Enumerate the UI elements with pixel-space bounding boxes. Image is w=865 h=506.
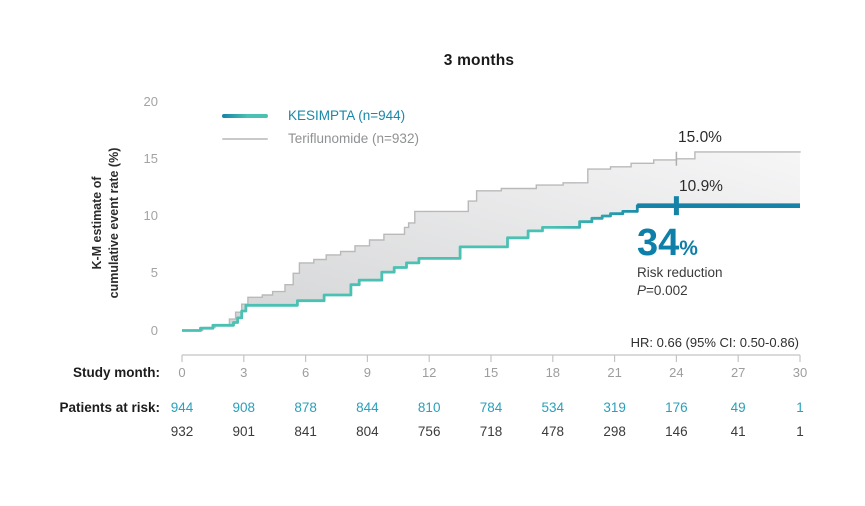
patients-at-risk-teriflunomide: 756 [417, 424, 441, 439]
chart-title: 3 months [443, 52, 515, 69]
patients-at-risk-teriflunomide: 478 [541, 424, 565, 439]
hazard-ratio-note: HR: 0.66 (95% CI: 0.50-0.86) [630, 335, 799, 350]
study-month-row-label: Study month: [73, 365, 160, 380]
legend-item-teriflunomide: Teriflunomide (n=932) [222, 127, 419, 150]
legend-label-kesimpta: KESIMPTA (n=944) [288, 108, 406, 123]
patients-at-risk-teriflunomide: 841 [294, 424, 317, 439]
x-tick-label: 9 [363, 365, 371, 380]
legend-item-kesimpta: KESIMPTA (n=944) [222, 104, 419, 127]
teriflunomide-line-swatch [222, 137, 268, 140]
patients-at-risk-teriflunomide: 146 [665, 424, 688, 439]
x-tick-label: 21 [607, 365, 622, 380]
patients-at-risk-kesimpta: 784 [479, 400, 503, 415]
risk-reduction-value: 34% [637, 224, 723, 262]
p-value-symbol: P [637, 283, 647, 298]
x-tick-label: 12 [421, 365, 437, 380]
patients-at-risk-teriflunomide: 41 [730, 424, 746, 439]
kesimpta-curve [182, 204, 800, 332]
x-tick-label: 3 [240, 365, 248, 380]
patients-at-risk-kesimpta: 319 [603, 400, 626, 415]
x-tick-label: 24 [669, 365, 684, 380]
patients-at-risk-teriflunomide: 932 [170, 424, 194, 439]
legend: KESIMPTA (n=944) Teriflunomide (n=932) [222, 104, 419, 150]
y-tick-label: 20 [143, 93, 158, 109]
y-tick-label: 10 [143, 208, 158, 223]
y-tick-label: 15 [143, 150, 158, 166]
patients-at-risk-kesimpta: 878 [294, 400, 317, 415]
legend-label-teriflunomide: Teriflunomide (n=932) [288, 131, 419, 146]
p-value-number: =0.002 [646, 283, 688, 298]
patients-at-risk-kesimpta: 844 [356, 400, 379, 415]
patients-at-risk-kesimpta: 1 [796, 400, 804, 415]
patients-at-risk-kesimpta: 908 [232, 400, 256, 415]
teriflunomide-value-label: 15.0% [678, 129, 722, 146]
y-tick-label: 0 [150, 322, 158, 338]
patients-at-risk-teriflunomide: 1 [796, 424, 804, 439]
x-tick-label: 6 [301, 365, 310, 380]
patients-at-risk-kesimpta: 534 [541, 400, 565, 415]
x-tick-label: 18 [545, 365, 561, 380]
patients-at-risk-kesimpta: 944 [170, 400, 194, 415]
patients-at-risk-teriflunomide: 718 [479, 424, 503, 439]
patients-at-risk-teriflunomide: 298 [603, 424, 626, 439]
patients-at-risk-kesimpta: 810 [417, 400, 441, 415]
patients-at-risk-kesimpta: 176 [665, 400, 688, 415]
patients-at-risk-kesimpta: 49 [730, 400, 746, 415]
risk-reduction-number: 34 [637, 222, 680, 264]
p-value: P=0.002 [637, 283, 723, 298]
risk-reduction-block: 34% Risk reduction P=0.002 [637, 224, 723, 298]
kesimpta-line-swatch [222, 113, 268, 118]
x-tick-label: 0 [178, 365, 186, 380]
patients-at-risk-teriflunomide: 804 [356, 424, 379, 439]
patients-at-risk-teriflunomide: 901 [232, 424, 256, 439]
y-axis-label-line1: K-M estimate of [90, 176, 104, 270]
risk-reduction-percent-sign: % [679, 237, 698, 260]
x-tick-label: 27 [730, 365, 746, 380]
risk-reduction-caption: Risk reduction [637, 265, 723, 280]
y-tick-label: 5 [150, 265, 158, 281]
kesimpta-value-label: 10.9% [679, 178, 723, 195]
between-curves-fill [182, 151, 800, 331]
x-tick-label: 15 [483, 365, 499, 380]
x-tick-label: 30 [792, 365, 808, 380]
patients-at-risk-row-label: Patients at risk: [59, 400, 160, 415]
